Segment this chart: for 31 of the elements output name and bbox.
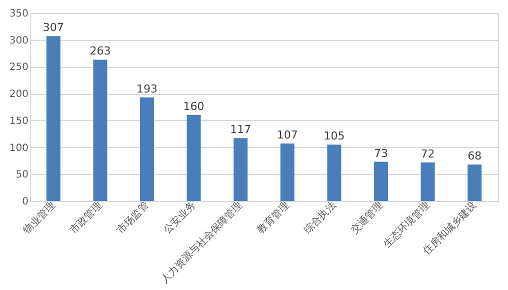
bar [420, 162, 435, 201]
y-tick-label: 150 [9, 116, 28, 127]
data-label: 193 [136, 82, 158, 96]
y-tick-label: 200 [9, 89, 28, 100]
data-label: 73 [374, 146, 388, 160]
data-label: 160 [183, 100, 204, 114]
bar [186, 115, 201, 201]
y-tick-label: 350 [9, 8, 28, 20]
y-tick-label: 0 [22, 196, 28, 208]
bar [234, 138, 248, 201]
y-tick-label: 50 [16, 170, 28, 181]
x-tick-label: 市场监管 [114, 199, 152, 236]
data-label: 105 [324, 130, 345, 143]
data-label: 68 [468, 149, 482, 162]
bar [468, 164, 482, 201]
bar [46, 36, 60, 201]
data-label: 117 [230, 123, 252, 136]
bar [140, 97, 154, 201]
data-label: 307 [42, 21, 64, 34]
bar [374, 162, 388, 201]
y-tick-label: 300 [9, 35, 28, 46]
bar [93, 60, 108, 201]
data-label: 72 [420, 147, 435, 160]
data-label: 263 [90, 44, 111, 58]
x-tick-label: 公安业务 [161, 199, 198, 236]
data-label: 107 [276, 128, 298, 142]
y-tick-label: 100 [9, 142, 28, 154]
y-tick-label: 250 [9, 62, 28, 74]
bar [327, 144, 342, 201]
bar [280, 144, 294, 201]
x-tick-label: 综合执法 [302, 199, 338, 236]
